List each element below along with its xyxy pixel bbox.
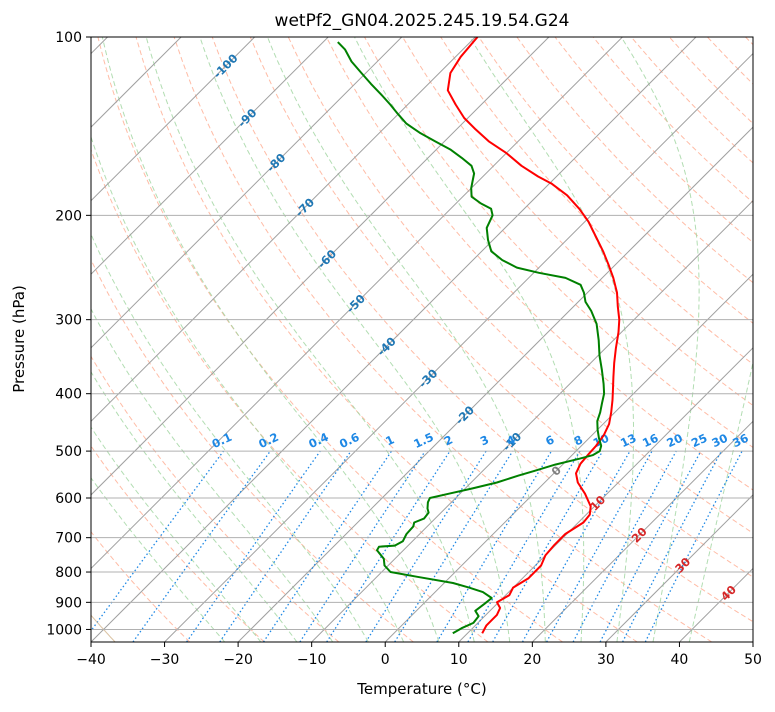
x-tick-label: 10	[450, 652, 468, 668]
dry-adiabat	[707, 37, 775, 642]
isotherm-line	[312, 37, 775, 642]
dry-adiabat	[60, 37, 488, 642]
mixing-ratio-label: 0.2	[256, 430, 280, 451]
mixing-ratio-label: 8	[572, 432, 585, 448]
x-tick-label: −30	[150, 652, 180, 668]
x-tick-label: 40	[671, 652, 689, 668]
mixing-ratio-line	[220, 451, 351, 642]
mixing-ratio-line	[645, 451, 742, 642]
moist-adiabat	[0, 37, 261, 642]
isotherm-line	[0, 37, 255, 642]
dry-adiabat	[0, 37, 264, 642]
dewpoint-profile	[338, 42, 604, 633]
mixing-ratio-label: 13	[618, 431, 638, 450]
x-axis-label: Temperature (°C)	[356, 680, 486, 698]
isotherm-line	[753, 37, 775, 642]
y-tick-label: 800	[55, 565, 82, 581]
dry-adiabat	[22, 37, 414, 642]
y-tick-label: 700	[55, 531, 82, 547]
y-tick-label: 600	[55, 491, 82, 507]
y-tick-label: 500	[55, 444, 82, 460]
mixing-ratio-label: 0.1	[210, 430, 234, 451]
x-tick-label: 50	[744, 652, 762, 668]
isotherm-line	[165, 37, 770, 642]
mixing-ratio-label: 16	[640, 431, 660, 450]
moist-adiabat	[66, 37, 404, 642]
dry-adiabat	[365, 37, 775, 642]
moist-adiabat	[470, 37, 634, 642]
mixing-ratio-label: 0.4	[306, 430, 330, 451]
mixing-ratio-label: 0.6	[337, 430, 361, 451]
x-tick-label: 0	[381, 652, 390, 668]
moist-adiabat	[6, 37, 333, 642]
mixing-ratio-label: 6	[543, 432, 556, 448]
mixing-ratio-line	[573, 451, 676, 642]
x-tick-label: −40	[76, 652, 106, 668]
y-tick-label: 900	[55, 595, 82, 611]
dry-adiabat	[746, 37, 775, 642]
isotherm-line	[679, 37, 775, 642]
isotherm-line	[532, 37, 775, 642]
mixing-ratio-label: 1	[383, 432, 396, 448]
dry-adiabat	[669, 37, 775, 642]
y-axis: 100 200 300 400 500 600 700 800 900 1000	[46, 30, 91, 638]
x-tick-label: 20	[523, 652, 541, 668]
y-axis-label: Pressure (hPa)	[10, 285, 28, 393]
mixing-ratio-line	[547, 451, 652, 642]
isotherm-line	[238, 37, 775, 642]
y-tick-label: 200	[55, 208, 82, 224]
mixing-ratio-line	[83, 451, 224, 642]
x-tick-label: 30	[597, 652, 615, 668]
mixing-ratio-label: 2	[442, 432, 455, 448]
mixing-ratio-label: 3	[478, 432, 491, 448]
mixing-ratio-label: 25	[689, 431, 709, 450]
moist-adiabat	[146, 37, 474, 642]
moist-adiabat	[689, 37, 775, 642]
dry-adiabat	[0, 37, 190, 642]
dry-adiabat	[441, 37, 775, 642]
mixing-ratio-line	[623, 451, 722, 642]
mixing-ratio-line	[437, 451, 552, 642]
y-tick-label: 100	[55, 30, 82, 46]
chart-title: wetPf2_GN04.2025.245.19.54.G24	[275, 11, 570, 31]
y-tick-label: 1000	[46, 622, 82, 638]
dry-adiabat	[593, 37, 775, 642]
x-tick-label: −10	[297, 652, 327, 668]
isotherm-line	[385, 37, 775, 642]
y-tick-label: 400	[55, 387, 82, 403]
isotherm-line	[0, 37, 402, 642]
x-axis: −40 −30 −20 −10 0 10 20 30 40 50	[76, 642, 762, 668]
dry-adiabat	[517, 37, 775, 642]
dry-adiabat	[555, 37, 775, 642]
x-tick-label: −20	[223, 652, 253, 668]
mixing-ratio-line	[600, 451, 701, 642]
y-tick-label: 300	[55, 313, 82, 329]
moist-adiabat	[34, 37, 368, 642]
dry-adiabat	[0, 37, 339, 642]
